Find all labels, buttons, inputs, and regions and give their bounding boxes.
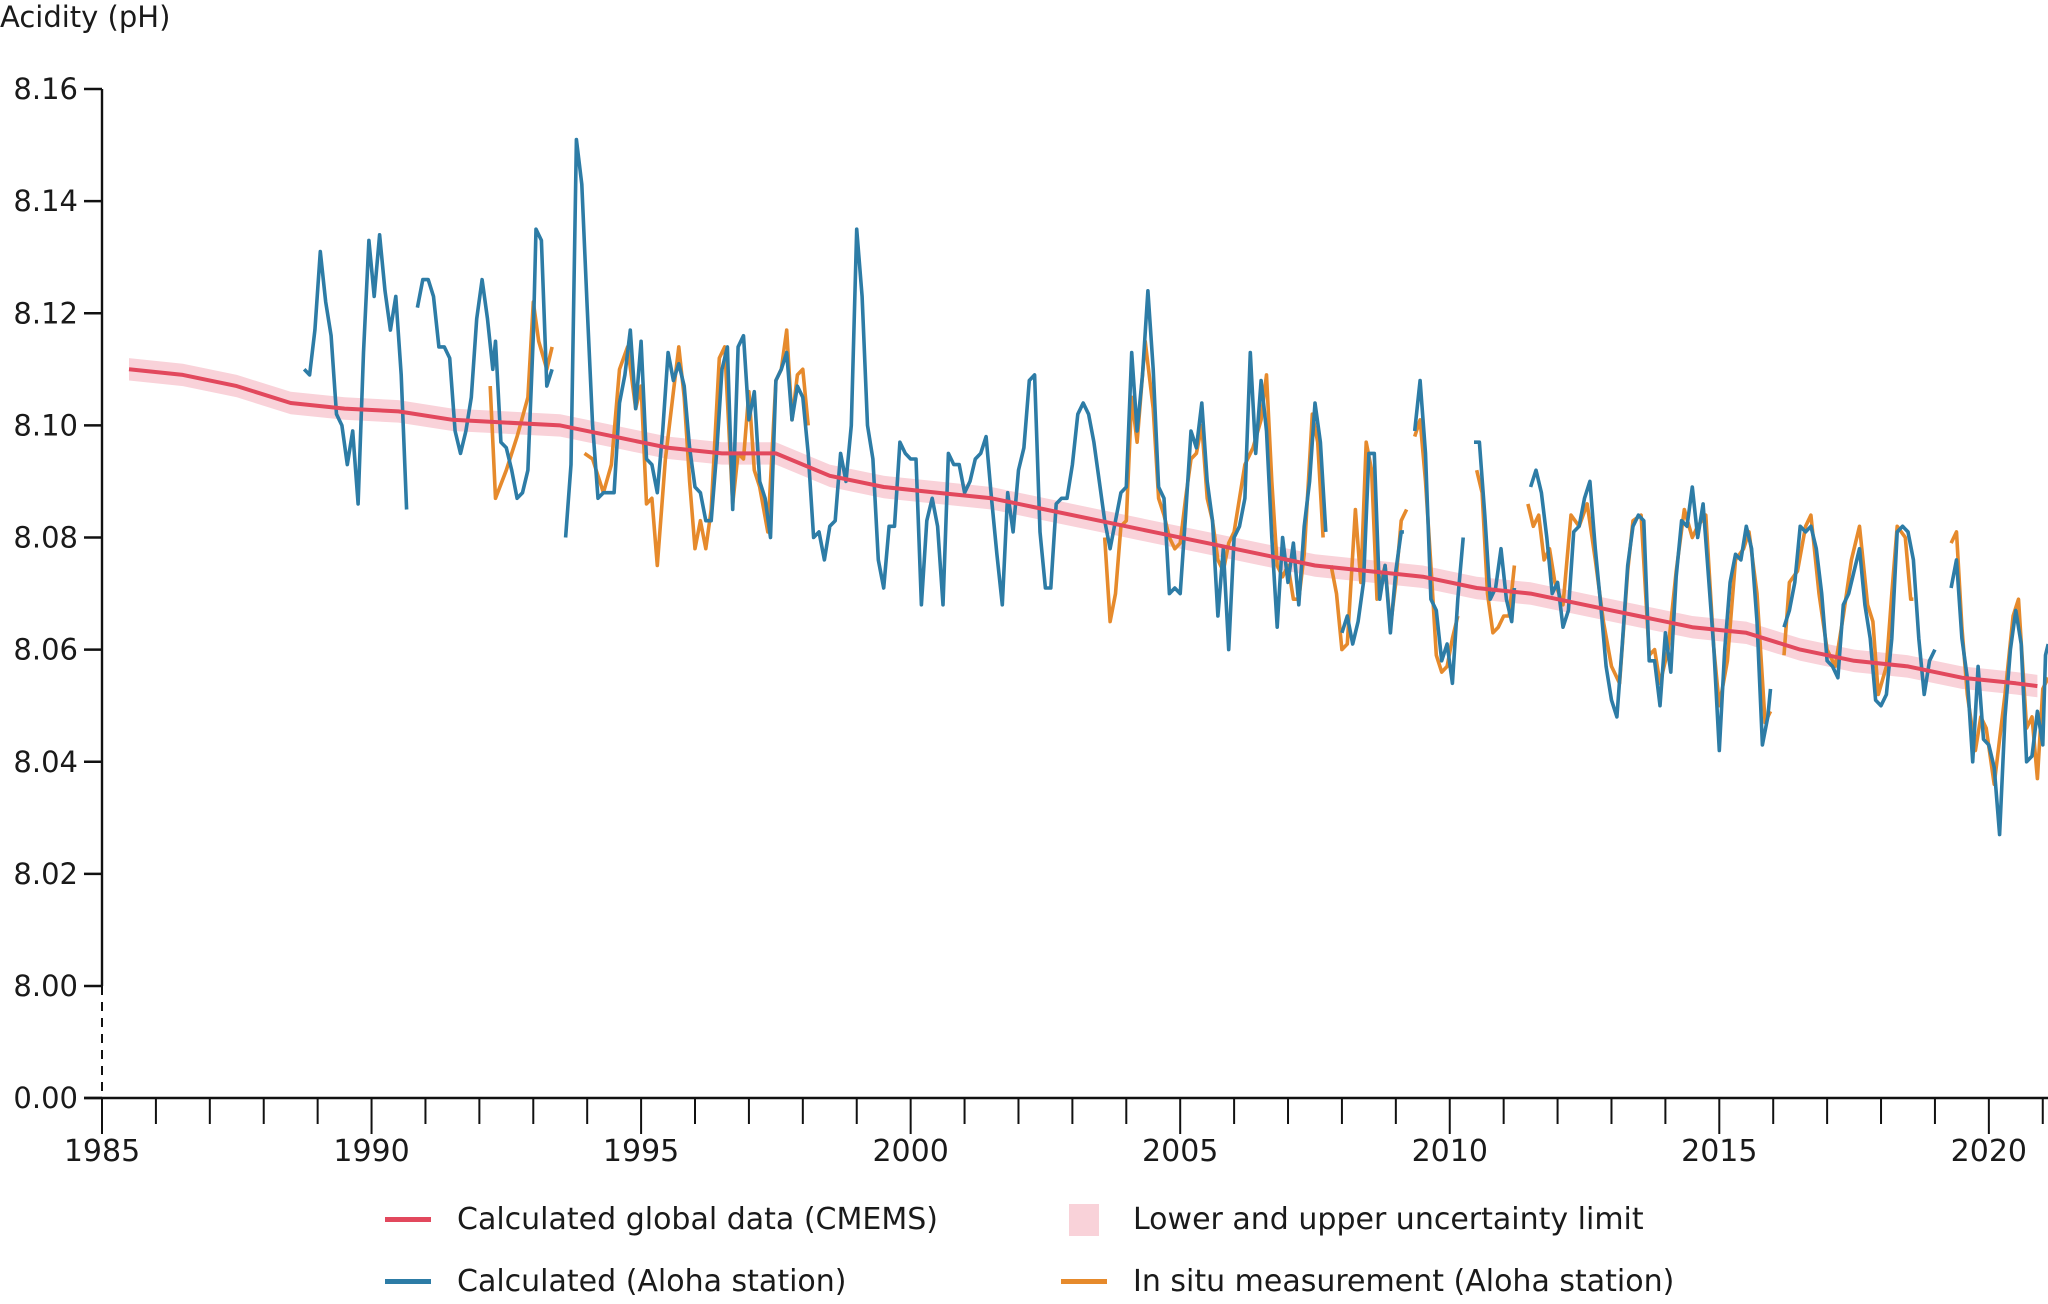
uncertainty-band [129, 358, 2038, 698]
y-axis-title: Acidity (pH) [0, 0, 171, 34]
series-line-cmems [128, 367, 2038, 689]
series-line-aloha-calc [302, 233, 409, 510]
x-tick-label: 2005 [1142, 1134, 1218, 1169]
x-tick-label: 2020 [1951, 1134, 2027, 1169]
x-tick-label: 1995 [603, 1134, 679, 1169]
y-tick-label: 8.08 [13, 521, 78, 555]
x-tick-label: 1990 [333, 1134, 409, 1169]
series-line-aloha-calc [563, 137, 1328, 652]
y-tick-label: 8.00 [13, 969, 78, 1003]
series-line-aloha-calc [1340, 451, 1404, 646]
y-tick-label: 0.00 [13, 1081, 78, 1115]
y-tick-label: 8.04 [13, 745, 78, 779]
y-tick-label: 8.12 [13, 296, 78, 330]
x-tick-label: 2000 [872, 1134, 948, 1169]
series-line-aloha-calc [1782, 524, 1937, 708]
series-line-aloha-calc [1949, 558, 2048, 837]
y-tick-label: 8.16 [13, 72, 78, 106]
uncertainty-band-layer [129, 358, 2038, 698]
x-tick-label: 1985 [64, 1134, 140, 1169]
x-tick-label: 2015 [1681, 1134, 1757, 1169]
y-tick-label: 8.10 [13, 408, 78, 442]
x-tick-label: 2010 [1412, 1134, 1488, 1169]
series-line-aloha-calc [415, 227, 554, 501]
y-tick-label: 8.02 [13, 857, 78, 891]
series-line-aloha-calc [1528, 468, 1773, 753]
y-tick-label: 8.06 [13, 633, 78, 667]
series-line-aloha-insitu [1102, 339, 1325, 624]
series-line-aloha-calc [1412, 378, 1465, 686]
series-line-aloha-insitu [1412, 418, 1460, 674]
axes: 0.00 8.00 8.02 8.04 8.06 8.08 8.10 8.12 8.14 8.16… [13, 72, 2048, 1169]
series-layer [128, 137, 2048, 837]
y-tick-label: 8.14 [13, 184, 78, 218]
